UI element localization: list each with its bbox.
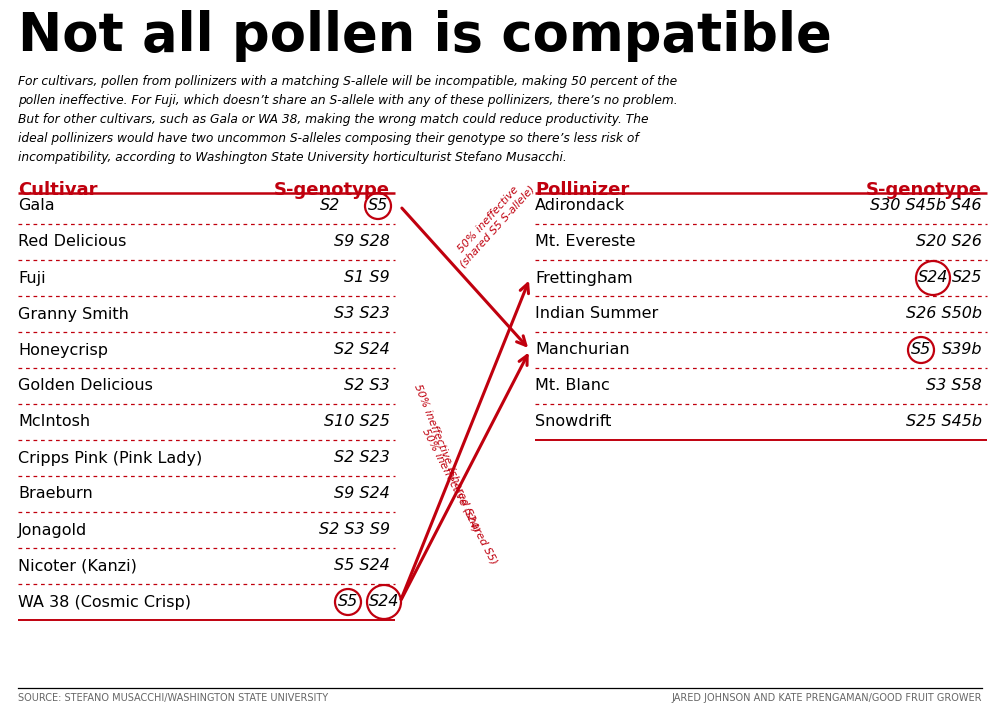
Text: Red Delicious: Red Delicious bbox=[18, 234, 126, 249]
Text: S5: S5 bbox=[338, 594, 358, 609]
Text: S24: S24 bbox=[918, 270, 948, 286]
Text: McIntosh: McIntosh bbox=[18, 414, 90, 429]
Text: Gala: Gala bbox=[18, 199, 55, 213]
Text: But for other cultivars, such as Gala or WA 38, making the wrong match could red: But for other cultivars, such as Gala or… bbox=[18, 113, 648, 126]
Text: S-genotype: S-genotype bbox=[274, 181, 390, 199]
Text: S5: S5 bbox=[368, 199, 388, 213]
Text: S2 S3: S2 S3 bbox=[344, 379, 390, 393]
Text: S26 S50b: S26 S50b bbox=[906, 307, 982, 322]
Text: Frettingham: Frettingham bbox=[535, 270, 633, 286]
Text: S30 S45b S46: S30 S45b S46 bbox=[870, 199, 982, 213]
Text: S9 S24: S9 S24 bbox=[334, 487, 390, 502]
Text: S3 S58: S3 S58 bbox=[926, 379, 982, 393]
Text: Adirondack: Adirondack bbox=[535, 199, 625, 213]
Text: SOURCE: STEFANO MUSACCHI/WASHINGTON STATE UNIVERSITY: SOURCE: STEFANO MUSACCHI/WASHINGTON STAT… bbox=[18, 693, 328, 703]
Text: WA 38 (Cosmic Crisp): WA 38 (Cosmic Crisp) bbox=[18, 594, 191, 609]
Text: S24: S24 bbox=[369, 594, 399, 609]
Text: Pollinizer: Pollinizer bbox=[535, 181, 629, 199]
Text: 50% ineffective
(shared S5 S-allele): 50% ineffective (shared S5 S-allele) bbox=[449, 176, 537, 270]
Text: S5 S24: S5 S24 bbox=[334, 558, 390, 573]
Text: S20 S26: S20 S26 bbox=[916, 234, 982, 249]
Text: 50% ineffective (shared S24): 50% ineffective (shared S24) bbox=[413, 382, 481, 534]
Text: Indian Summer: Indian Summer bbox=[535, 307, 658, 322]
Text: Mt. Evereste: Mt. Evereste bbox=[535, 234, 636, 249]
Text: S2 S24: S2 S24 bbox=[334, 343, 390, 357]
Text: 50% ineffective (shared S5): 50% ineffective (shared S5) bbox=[421, 427, 499, 565]
Text: S25 S45b: S25 S45b bbox=[906, 414, 982, 429]
Text: S-genotype: S-genotype bbox=[866, 181, 982, 199]
Text: Mt. Blanc: Mt. Blanc bbox=[535, 379, 610, 393]
Text: S1 S9: S1 S9 bbox=[344, 270, 390, 286]
Text: Manchurian: Manchurian bbox=[535, 343, 630, 357]
Text: S9 S28: S9 S28 bbox=[334, 234, 390, 249]
Text: Cripps Pink (Pink Lady): Cripps Pink (Pink Lady) bbox=[18, 450, 202, 466]
Text: Golden Delicious: Golden Delicious bbox=[18, 379, 153, 393]
Text: Fuji: Fuji bbox=[18, 270, 46, 286]
Text: Nicoter (Kanzi): Nicoter (Kanzi) bbox=[18, 558, 137, 573]
Text: S2: S2 bbox=[320, 199, 340, 213]
Text: Granny Smith: Granny Smith bbox=[18, 307, 129, 322]
Text: S5: S5 bbox=[911, 343, 931, 357]
Text: For cultivars, pollen from pollinizers with a matching S-allele will be incompat: For cultivars, pollen from pollinizers w… bbox=[18, 75, 677, 88]
Text: Jonagold: Jonagold bbox=[18, 523, 87, 537]
Text: JARED JOHNSON AND KATE PRENGAMAN/GOOD FRUIT GROWER: JARED JOHNSON AND KATE PRENGAMAN/GOOD FR… bbox=[672, 693, 982, 703]
Text: S10 S25: S10 S25 bbox=[324, 414, 390, 429]
Text: S2 S3 S9: S2 S3 S9 bbox=[319, 523, 390, 537]
Text: Cultivar: Cultivar bbox=[18, 181, 98, 199]
Text: S3 S23: S3 S23 bbox=[334, 307, 390, 322]
Text: Snowdrift: Snowdrift bbox=[535, 414, 611, 429]
Text: S2 S23: S2 S23 bbox=[334, 450, 390, 466]
Text: ideal pollinizers would have two uncommon S-alleles composing their genotype so : ideal pollinizers would have two uncommo… bbox=[18, 132, 639, 145]
Text: S25: S25 bbox=[952, 270, 982, 286]
Text: incompatibility, according to Washington State University horticulturist Stefano: incompatibility, according to Washington… bbox=[18, 151, 567, 164]
Text: pollen ineffective. For Fuji, which doesn’t share an S-allele with any of these : pollen ineffective. For Fuji, which does… bbox=[18, 94, 678, 107]
Text: Honeycrisp: Honeycrisp bbox=[18, 343, 108, 357]
Text: Not all pollen is compatible: Not all pollen is compatible bbox=[18, 10, 832, 62]
Text: Braeburn: Braeburn bbox=[18, 487, 93, 502]
Text: S39b: S39b bbox=[942, 343, 982, 357]
